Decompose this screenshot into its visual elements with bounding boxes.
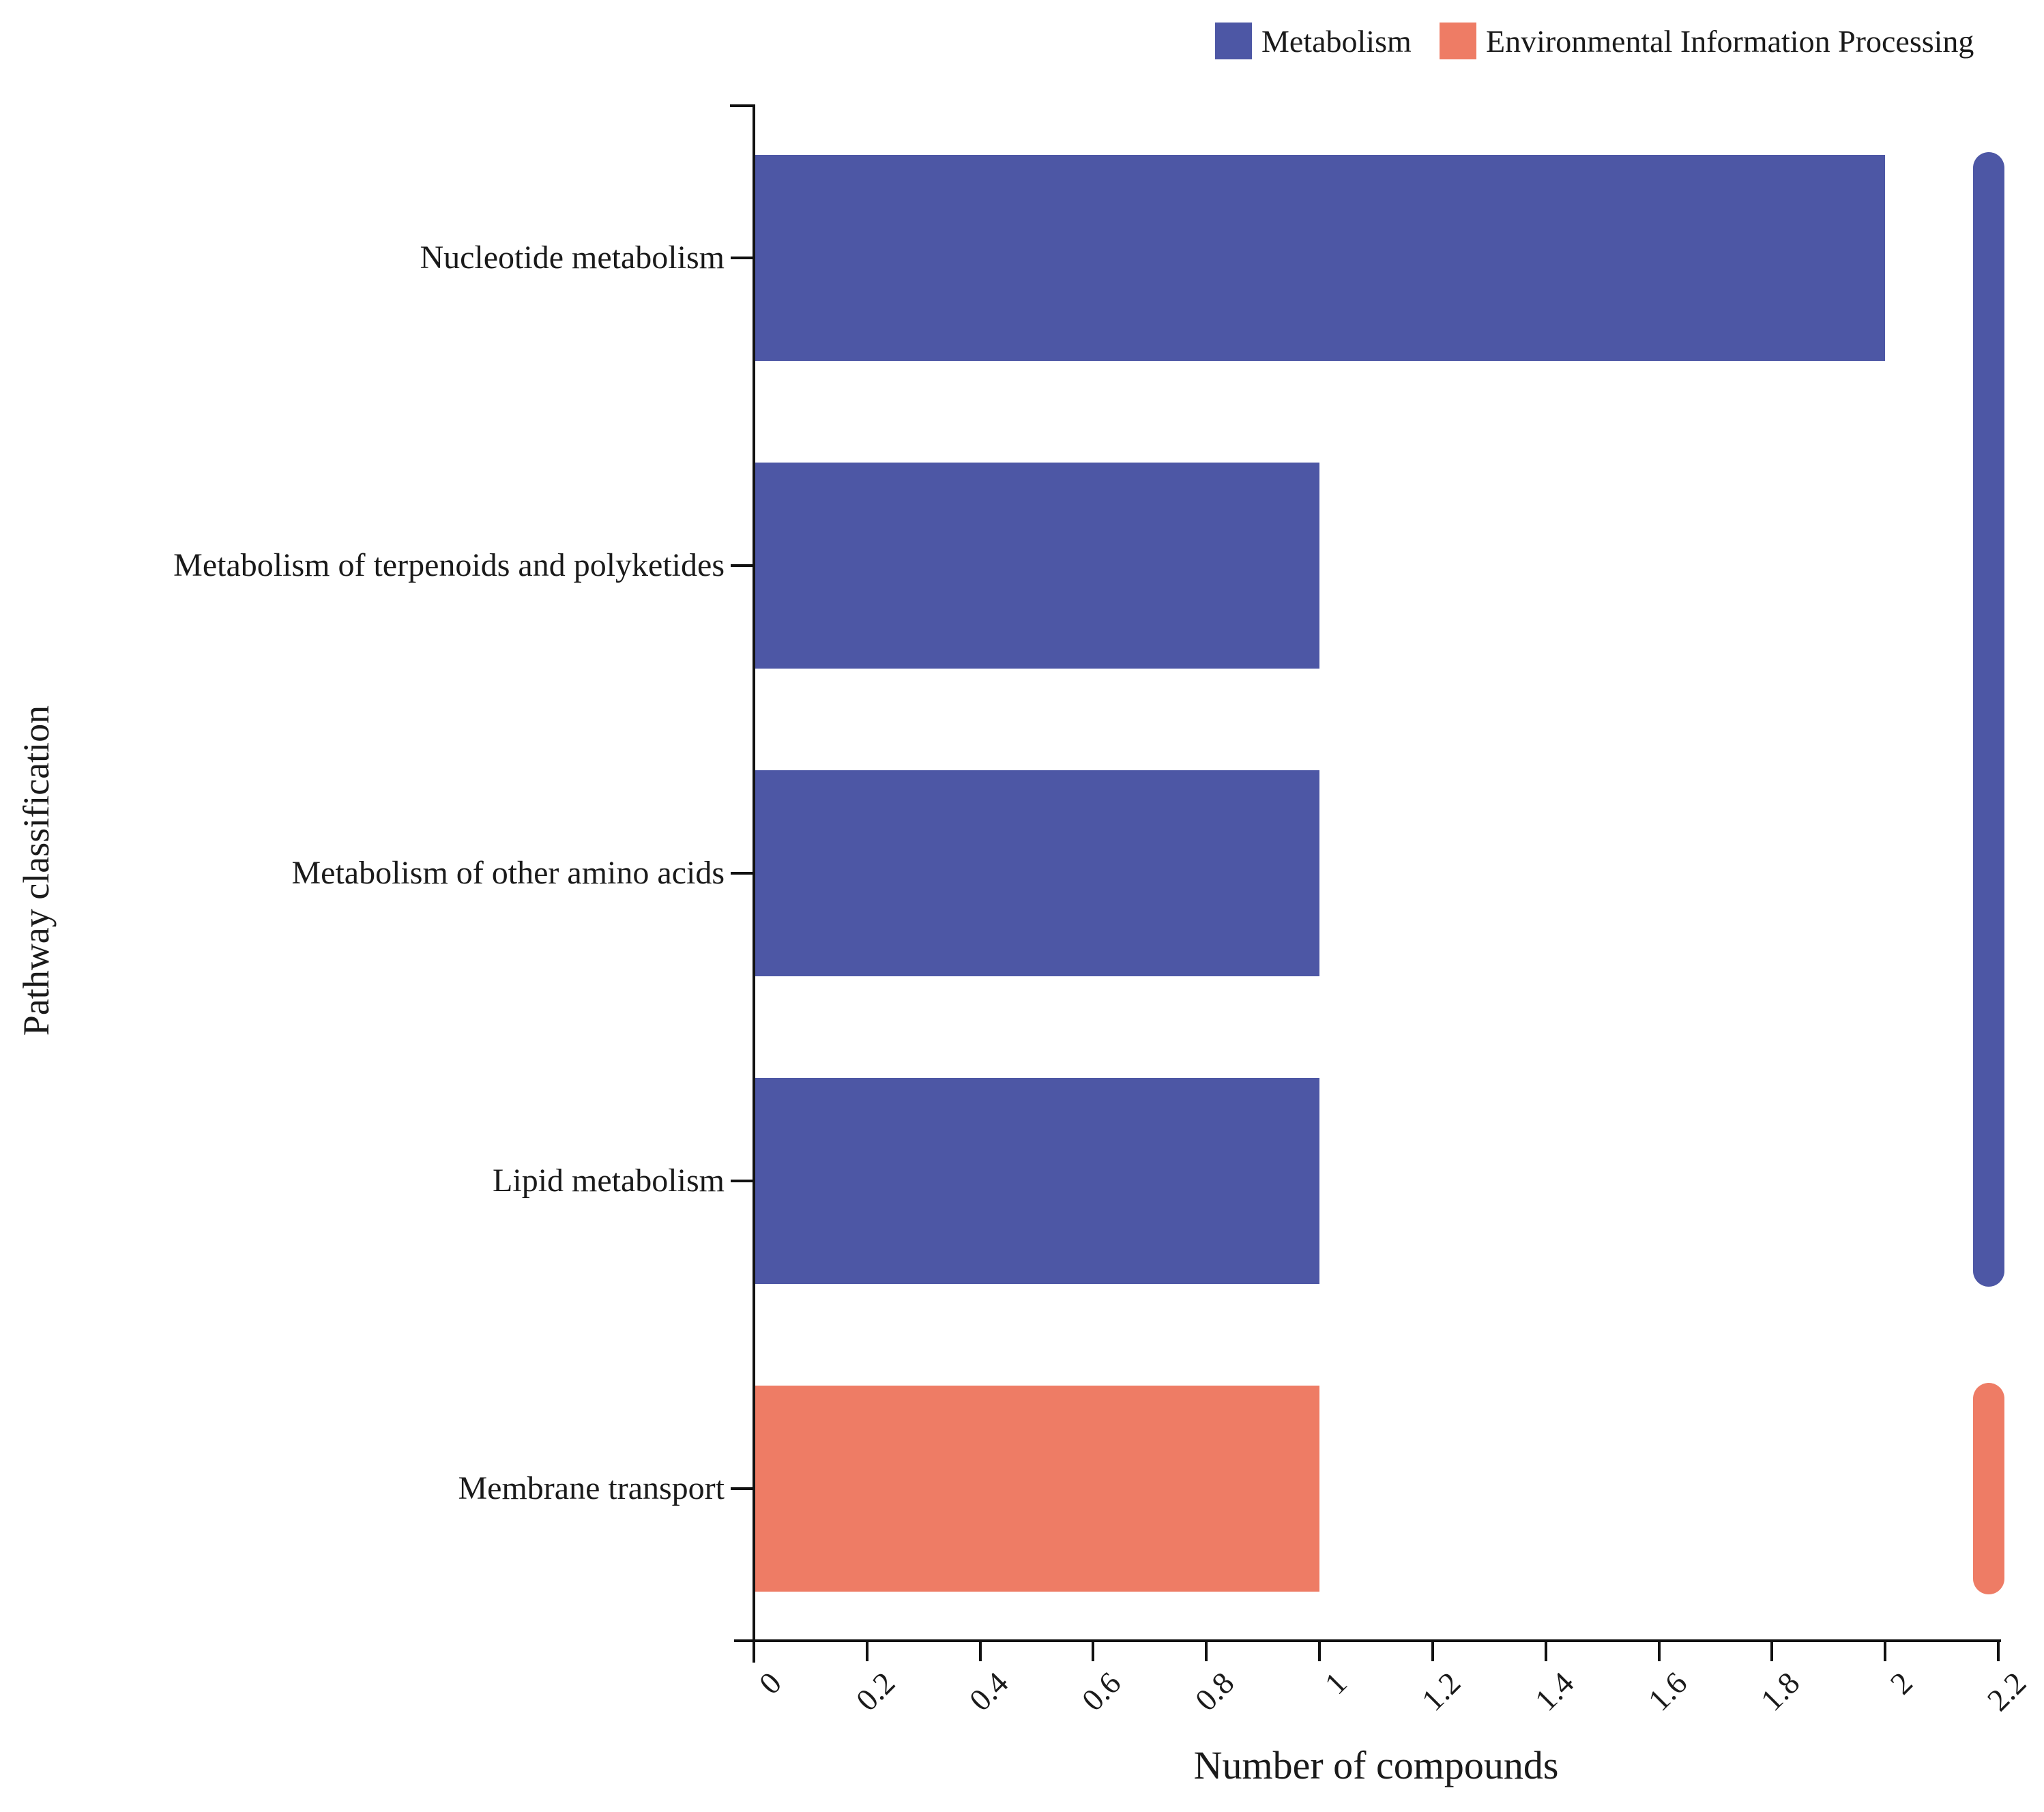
- group-strip-metabolism: [1973, 152, 2004, 1287]
- legend-swatch-environmental-information-processing: [1440, 23, 1476, 59]
- x-tick-label-0.8: 0.8: [1188, 1665, 1240, 1718]
- x-tick-label-0: 0: [752, 1665, 788, 1701]
- x-tick-label-1: 1: [1317, 1665, 1354, 1701]
- category-label-metabolism-of-other-amino-acids: Metabolism of other amino acids: [291, 855, 725, 891]
- x-tick-label-1.8: 1.8: [1753, 1665, 1806, 1718]
- x-tick-label-1.6: 1.6: [1641, 1665, 1693, 1718]
- bar-membrane-transport: [755, 1386, 1319, 1592]
- y-axis-line: [753, 104, 755, 1663]
- legend-swatch-metabolism: [1215, 23, 1252, 59]
- x-tick-label-2: 2: [1883, 1665, 1919, 1701]
- legend-label-metabolism: Metabolism: [1261, 24, 1412, 59]
- x-tick-0.8: [1205, 1642, 1208, 1661]
- x-tick-1.6: [1658, 1642, 1661, 1661]
- category-tick-metabolism-of-other-amino-acids: [731, 872, 754, 875]
- x-tick-0: [753, 1642, 755, 1661]
- x-tick-label-0.2: 0.2: [849, 1665, 901, 1718]
- x-tick-1.2: [1431, 1642, 1434, 1661]
- x-tick-0.6: [1092, 1642, 1094, 1661]
- category-label-lipid-metabolism: Lipid metabolism: [493, 1163, 725, 1199]
- x-tick-label-1.4: 1.4: [1528, 1665, 1580, 1718]
- x-tick-0.2: [866, 1642, 868, 1661]
- legend-label-environmental-information-processing: Environmental Information Processing: [1486, 24, 1974, 59]
- group-strip-environmental-information-processing: [1973, 1383, 2004, 1594]
- category-tick-nucleotide-metabolism: [731, 257, 754, 259]
- bar-nucleotide-metabolism: [755, 155, 1885, 361]
- category-tick-lipid-metabolism: [731, 1180, 754, 1182]
- category-label-nucleotide-metabolism: Nucleotide metabolism: [420, 239, 725, 276]
- x-tick-1.4: [1545, 1642, 1547, 1661]
- x-tick-2: [1884, 1642, 1886, 1661]
- y-axis-title: Pathway classification: [16, 705, 57, 1036]
- bar-lipid-metabolism: [755, 1078, 1319, 1284]
- x-tick-1.8: [1770, 1642, 1773, 1661]
- category-tick-membrane-transport: [731, 1487, 754, 1490]
- x-tick-label-0.4: 0.4: [962, 1665, 1014, 1718]
- y-axis-top-tick: [730, 104, 755, 107]
- category-tick-metabolism-of-terpenoids-and-polyketides: [731, 564, 754, 567]
- category-label-metabolism-of-terpenoids-and-polyketides: Metabolism of terpenoids and polyketides: [173, 547, 725, 583]
- bar-metabolism-of-terpenoids-and-polyketides: [755, 463, 1319, 669]
- x-tick-1: [1318, 1642, 1321, 1661]
- x-tick-2.2: [1997, 1642, 2000, 1661]
- x-axis-title: Number of compounds: [1193, 1743, 1559, 1787]
- x-tick-label-2.2: 2.2: [1980, 1665, 2032, 1718]
- category-label-membrane-transport: Membrane transport: [458, 1470, 725, 1506]
- legend: Metabolism Environmental Information Pro…: [0, 0, 2044, 82]
- x-tick-label-0.6: 0.6: [1075, 1665, 1127, 1718]
- bar-metabolism-of-other-amino-acids: [755, 770, 1319, 976]
- x-tick-label-1.2: 1.2: [1414, 1665, 1467, 1718]
- x-axis-line: [734, 1639, 2001, 1642]
- x-tick-0.4: [979, 1642, 982, 1661]
